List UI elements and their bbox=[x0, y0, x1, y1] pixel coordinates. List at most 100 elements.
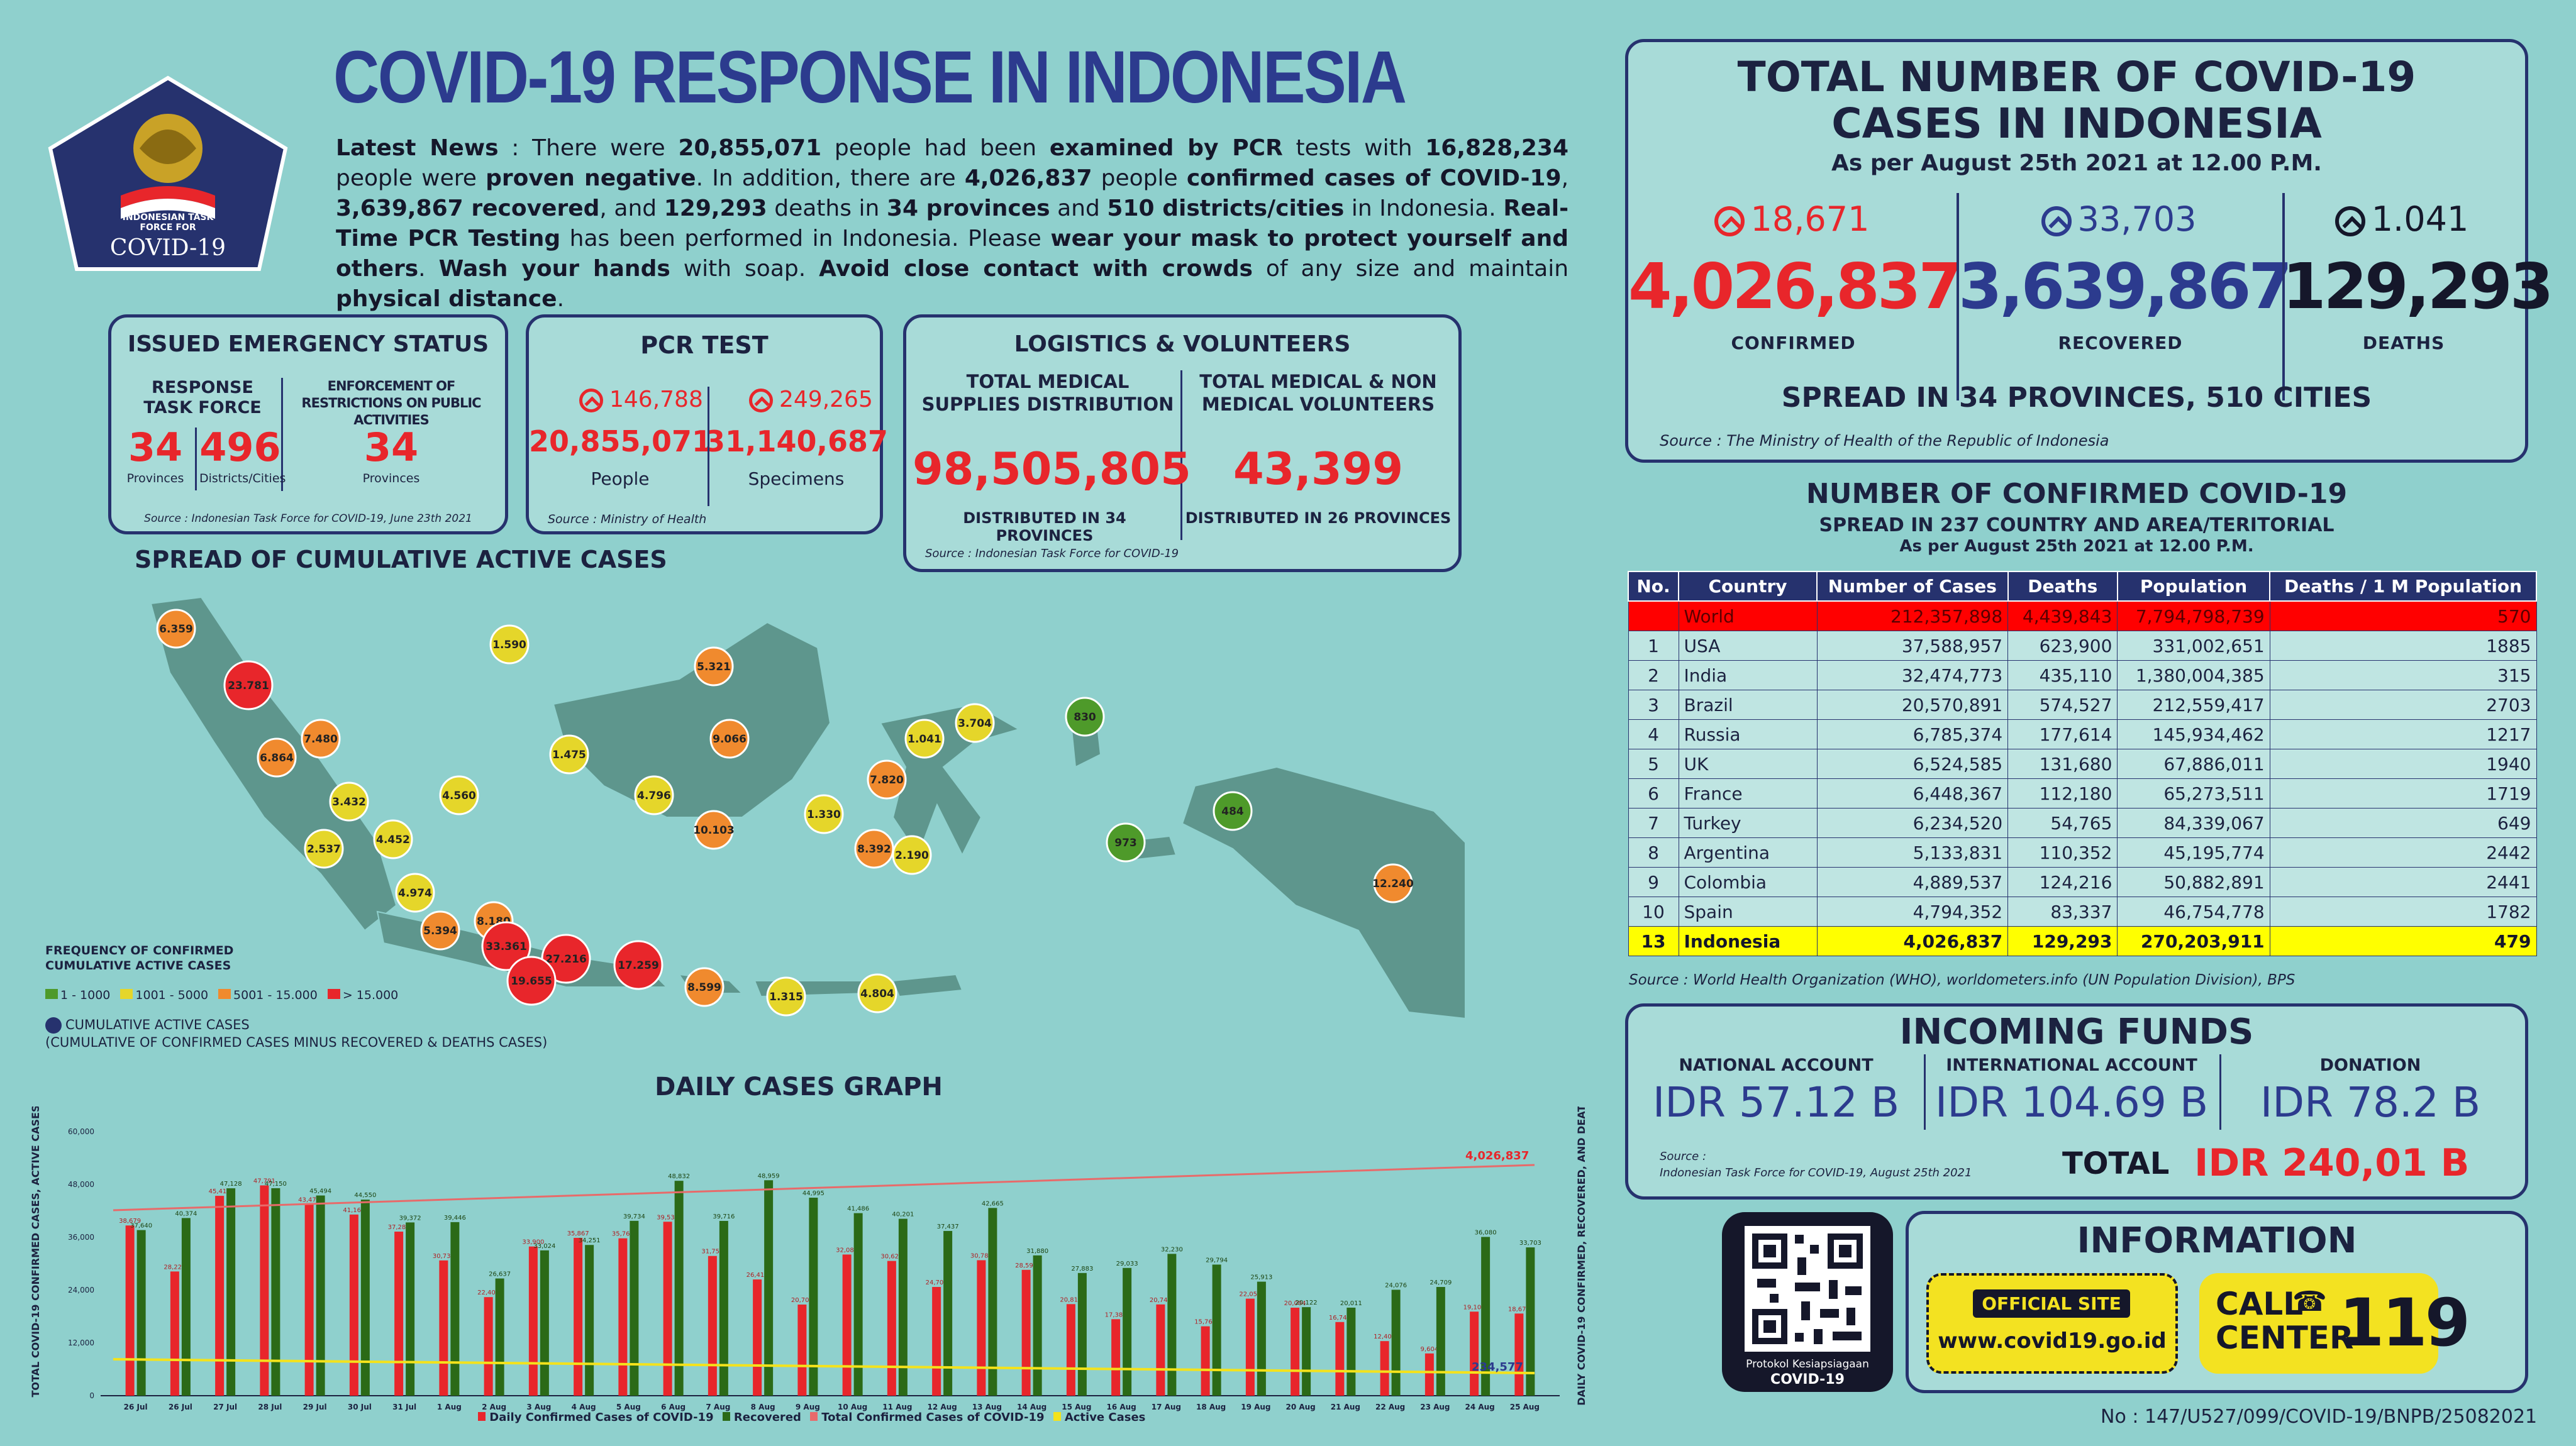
chart-legend-item: Daily Confirmed Cases of COVID-19 bbox=[478, 1411, 714, 1424]
legend-item-2: 1001 - 5000 bbox=[120, 988, 208, 1002]
world-table-body: World 212,357,898 4,439,843 7,794,798,739 57… bbox=[1628, 600, 2537, 956]
table-cell: Indonesia bbox=[1678, 926, 1818, 956]
recovered-bar bbox=[136, 1230, 146, 1396]
map-bubble-label: 4.804 bbox=[860, 988, 894, 1000]
funds-source-1: Source : bbox=[1660, 1150, 1707, 1163]
y-tick-label: 36,000 bbox=[68, 1233, 94, 1242]
daily-confirmed-bar bbox=[574, 1237, 583, 1396]
legend-swatch bbox=[218, 989, 231, 999]
daily-confirmed-bar bbox=[1021, 1269, 1031, 1396]
table-cell: 124,216 bbox=[2007, 867, 2118, 897]
restrictions-head: ENFORCEMENT OF RESTRICTIONS ON PUBLIC AC… bbox=[301, 378, 481, 428]
daily-confirmed-bar bbox=[394, 1232, 404, 1396]
table-cell: 2441 bbox=[2269, 867, 2537, 897]
bar-value-label: 32,230 bbox=[1161, 1246, 1183, 1253]
x-tick-label: 21 Aug bbox=[1331, 1403, 1360, 1411]
map-bubble-label: 5.394 bbox=[423, 925, 457, 937]
table-cell: 129,293 bbox=[2007, 926, 2118, 956]
map-bubble bbox=[613, 940, 663, 990]
table-cell: Argentina bbox=[1678, 837, 1818, 868]
recovered-bar bbox=[271, 1188, 280, 1396]
map-bubble-label: 27.216 bbox=[545, 953, 587, 966]
bar-value-label: 37,437 bbox=[937, 1223, 959, 1230]
table-cell: 574,527 bbox=[2007, 690, 2118, 720]
daily-confirmed-bar bbox=[1424, 1353, 1434, 1396]
map-bubble bbox=[506, 956, 557, 1006]
x-tick-label: 15 Aug bbox=[1062, 1403, 1091, 1411]
emergency-districts-value: 496 bbox=[199, 424, 281, 470]
bar-value-label: 27,883 bbox=[1071, 1266, 1093, 1272]
confirmed-increase: 18,671 bbox=[1628, 199, 1955, 239]
bar-value-label: 20,004 bbox=[1284, 1300, 1306, 1307]
up-arrow-icon bbox=[2334, 206, 2365, 237]
table-cell: 45,195,774 bbox=[2117, 837, 2270, 868]
chart-y-label-left: TOTAL COVID-19 CONFIRMED CASES, ACTIVE C… bbox=[30, 1107, 42, 1398]
table-cell: France bbox=[1678, 778, 1818, 809]
recovered-bar bbox=[226, 1188, 236, 1396]
call-center-number: 119 bbox=[2339, 1284, 2470, 1361]
table-cell: 212,357,898 bbox=[1816, 600, 2009, 631]
table-cell: 6,785,374 bbox=[1816, 719, 2009, 749]
table-cell: 10 bbox=[1628, 897, 1679, 927]
map-bubble-label: 7.820 bbox=[870, 774, 904, 786]
qr-card[interactable]: Protokol Kesiapsiagaan COVID-19 bbox=[1722, 1212, 1893, 1392]
map-bubble-label: 5.321 bbox=[697, 661, 731, 673]
total-title-1: TOTAL NUMBER OF COVID-19 bbox=[1737, 53, 2416, 101]
official-site-link[interactable]: OFFICIAL SITE www.covid19.go.id bbox=[1926, 1273, 2178, 1374]
international-head: INTERNATIONAL ACCOUNT bbox=[1946, 1056, 2197, 1075]
daily-confirmed-bar bbox=[1111, 1319, 1121, 1396]
qr-code-icon bbox=[1745, 1226, 1870, 1352]
map-bubble bbox=[395, 873, 435, 913]
bar-value-label: 30,625 bbox=[880, 1254, 902, 1261]
map-bubble-label: 484 bbox=[1221, 805, 1244, 818]
col-cases: Number of Cases bbox=[1816, 571, 2009, 602]
table-cell: 4,439,843 bbox=[2007, 600, 2118, 631]
logo-covid-text: COVID-19 bbox=[109, 235, 226, 261]
map-bubble-label: 8.599 bbox=[687, 981, 721, 994]
map-bubble bbox=[867, 759, 907, 800]
bar-value-label: 9,604 bbox=[1421, 1346, 1439, 1353]
table-cell: 623,900 bbox=[2007, 631, 2118, 661]
call-center-button[interactable]: CALL CENTER ☎ 119 bbox=[2199, 1273, 2470, 1374]
daily-confirmed-bar bbox=[260, 1185, 269, 1396]
table-cell: 6,448,367 bbox=[1816, 778, 2009, 809]
map-bubble bbox=[420, 910, 460, 951]
daily-confirmed-bar bbox=[618, 1238, 628, 1396]
daily-confirmed-bar bbox=[1245, 1298, 1255, 1396]
table-cell: 7,794,798,739 bbox=[2117, 600, 2270, 631]
legend-item-3: 5001 - 15.000 bbox=[218, 988, 318, 1002]
map-legend: 1 - 1000 1001 - 5000 5001 - 15.000 > 15.… bbox=[45, 988, 398, 1002]
table-header-row: No. Country Number of Cases Deaths Popul… bbox=[1628, 571, 2537, 602]
table-cell: 112,180 bbox=[2007, 778, 2118, 809]
recovered-value: 3,639,867 bbox=[1958, 250, 2292, 323]
x-tick-label: 17 Aug bbox=[1152, 1403, 1181, 1411]
recovered-bar bbox=[988, 1208, 997, 1396]
map-bubble bbox=[854, 829, 894, 869]
pcr-title: PCR TEST bbox=[640, 331, 769, 359]
bar-value-label: 26,637 bbox=[489, 1271, 511, 1278]
map-bubble-label: 4.452 bbox=[376, 834, 410, 846]
map-bubble bbox=[634, 775, 674, 815]
bar-value-label: 43,479 bbox=[298, 1197, 320, 1204]
y-tick-label: 48,000 bbox=[68, 1180, 94, 1189]
center-label: CENTER bbox=[2216, 1320, 2354, 1356]
map-bubble-label: 3.432 bbox=[332, 796, 366, 809]
map-bubble bbox=[439, 775, 479, 815]
funds-total-value: IDR 240,01 B bbox=[2194, 1141, 2470, 1185]
active-cases-line bbox=[113, 1358, 1535, 1374]
x-tick-label: 2 Aug bbox=[482, 1403, 506, 1411]
y-tick-label: 24,000 bbox=[68, 1286, 94, 1294]
table-cell: 4,889,537 bbox=[1816, 867, 2009, 897]
divider bbox=[708, 387, 709, 506]
chart-y-label-right: DAILY COVID-19 CONFIRMED, RECOVERED, AND… bbox=[1575, 1107, 1587, 1406]
table-cell: 6,524,585 bbox=[1816, 749, 2009, 779]
donation-value: IDR 78.2 B bbox=[2260, 1078, 2481, 1127]
emergency-status-panel: ISSUED EMERGENCY STATUS RESPONSE TASK FO… bbox=[108, 314, 508, 534]
daily-confirmed-bar bbox=[439, 1260, 448, 1396]
national-head: NATIONAL ACCOUNT bbox=[1679, 1056, 1874, 1075]
bar-value-label: 37,284 bbox=[388, 1224, 410, 1231]
table-cell: India bbox=[1678, 660, 1818, 690]
bar-value-label: 16,744 bbox=[1329, 1315, 1351, 1322]
table-cell: 1,380,004,385 bbox=[2117, 660, 2270, 690]
table-cell: 20,570,891 bbox=[1816, 690, 2009, 720]
